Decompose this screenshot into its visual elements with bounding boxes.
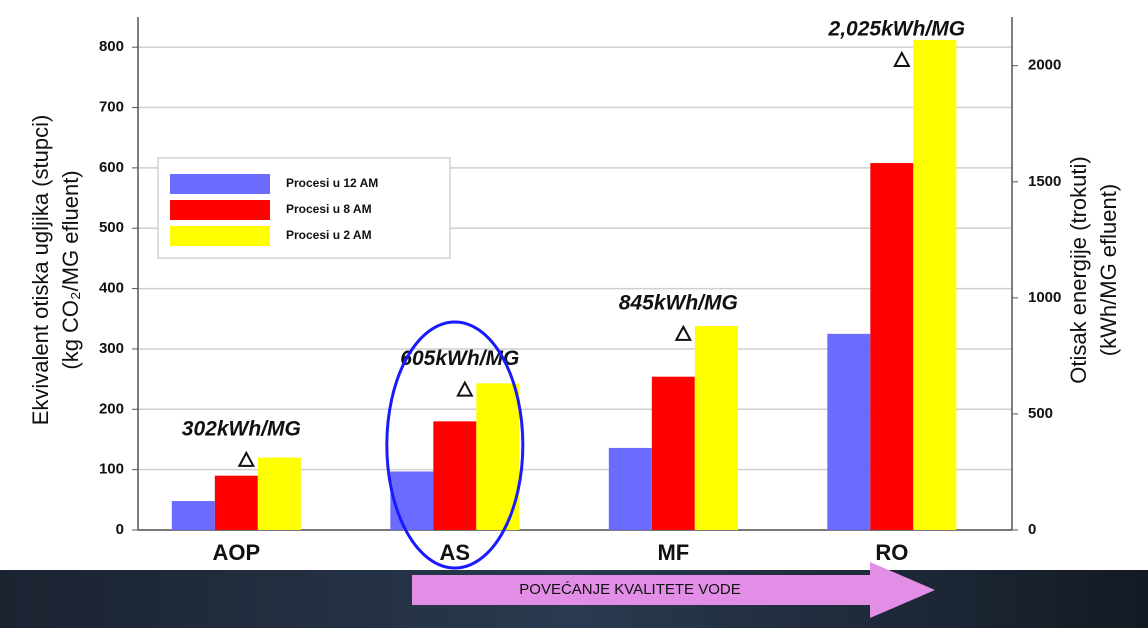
y2-tick-label: 500 (1028, 405, 1053, 422)
value-label: 845kWh/MG (619, 291, 738, 314)
bar (694, 326, 738, 530)
x-tick-label: AOP (212, 540, 260, 565)
y-tick-label: 600 (99, 159, 124, 176)
arrow-label: POVEĆANJE KVALITETE VODE (519, 581, 740, 598)
y-tick-label: 400 (99, 280, 124, 297)
y-tick-label: 800 (99, 38, 124, 55)
value-label: 302kWh/MG (182, 417, 301, 440)
legend-swatch (170, 226, 270, 246)
x-tick-label: AS (440, 540, 471, 565)
bar (171, 501, 215, 530)
y2-tick-label: 1500 (1028, 173, 1061, 190)
y-tick-label: 500 (99, 219, 124, 236)
bar (651, 376, 695, 530)
y-axis-title: (kg CO₂/MG efluent) (58, 170, 83, 369)
triangle-marker (674, 324, 692, 341)
y-tick-label: 100 (99, 461, 124, 478)
arrow (412, 562, 935, 618)
highlight-ellipse (385, 320, 525, 570)
value-label: 2,025kWh/MG (828, 17, 966, 40)
y-tick-label: 200 (99, 400, 124, 417)
y-axis-title: Ekvivalent otiska ugljika (stupci) (28, 115, 53, 426)
bar (257, 457, 301, 530)
y-tick-label: 0 (116, 521, 124, 538)
legend-label: Procesi u 12 AM (286, 176, 378, 190)
legend-label: Procesi u 8 AM (286, 202, 372, 216)
x-tick-label: MF (657, 540, 689, 565)
bar (870, 163, 914, 530)
triangle-marker (893, 50, 911, 67)
legend-swatch (170, 174, 270, 194)
y2-axis-title: Otisak energije (trokuti) (1066, 156, 1091, 383)
y2-tick-label: 2000 (1028, 57, 1061, 74)
bar (913, 39, 957, 531)
bar (390, 471, 434, 530)
y-tick-label: 300 (99, 340, 124, 357)
bar (214, 475, 258, 530)
triangle-marker (237, 450, 255, 467)
y-tick-label: 700 (99, 98, 124, 115)
value-label: 605kWh/MG (400, 347, 519, 370)
bar (476, 383, 520, 530)
bar (433, 421, 477, 530)
bar (827, 333, 871, 530)
x-tick-label: RO (875, 540, 908, 565)
y2-tick-label: 1000 (1028, 289, 1061, 306)
legend-label: Procesi u 2 AM (286, 228, 372, 242)
triangle-marker (456, 380, 474, 397)
y2-tick-label: 0 (1028, 521, 1036, 538)
legend-swatch (170, 200, 270, 220)
y2-axis-title: (kWh/MG efluent) (1096, 184, 1121, 356)
bar (608, 447, 652, 530)
